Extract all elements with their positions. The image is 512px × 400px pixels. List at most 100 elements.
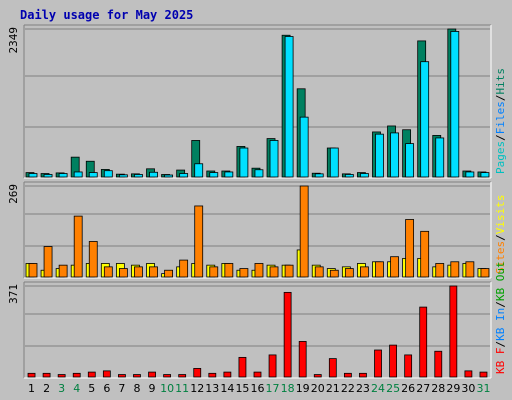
bar-middle-sites-day-30	[465, 261, 475, 278]
bar-top-files-day-25	[390, 132, 399, 178]
x-tick-label-day-11: 11	[175, 382, 189, 395]
bar-bottom-kb-f-day-6	[102, 370, 111, 378]
bar-bottom-kb-f-day-4	[72, 372, 81, 378]
bar-bottom-kb-f-day-31	[479, 371, 488, 378]
panel-bottom-background	[24, 282, 491, 378]
bar-bottom-kb-f-day-20	[313, 374, 322, 378]
bar-top-files-day-4	[73, 171, 83, 178]
bar-bottom-kb-f-day-28	[434, 350, 443, 378]
panel-middle-legend: Sites/Visits	[494, 195, 507, 275]
bar-middle-sites-day-22	[344, 268, 354, 278]
bar-top-files-day-2	[43, 174, 53, 178]
x-tick-label-day-30: 30	[461, 382, 475, 395]
bar-top-files-day-8	[134, 174, 143, 178]
bar-bottom-kb-f-day-9	[148, 371, 156, 378]
x-tick-label-day-17: 17	[266, 382, 280, 395]
bar-top-files-day-9	[149, 171, 158, 178]
bar-top-files-day-16	[254, 169, 264, 178]
bar-middle-sites-day-26	[405, 219, 415, 278]
bar-bottom-kb-f-day-2	[42, 372, 51, 378]
bar-top-files-day-26	[405, 143, 415, 178]
x-tick-label-day-16: 16	[251, 382, 265, 395]
x-tick-label-day-7: 7	[118, 382, 125, 395]
x-tick-label-day-19: 19	[296, 382, 310, 395]
bar-bottom-kb-f-day-12	[193, 368, 202, 378]
bar-middle-sites-day-13	[209, 266, 219, 278]
chart-title: Daily usage for May 2025	[20, 8, 193, 22]
panel-top-legend-part: /	[494, 95, 507, 102]
panel-middle: 269 Sites/Visits	[7, 181, 507, 279]
panel-middle-legend-part: Sites	[494, 241, 507, 274]
bar-top-files-day-6	[103, 170, 113, 178]
bar-middle-sites-day-14	[224, 263, 234, 278]
bar-middle-sites-day-10	[164, 269, 173, 278]
bar-top-files-day-7	[118, 174, 128, 178]
bar-top-files-day-20	[314, 173, 324, 178]
bar-top-files-day-31	[480, 172, 490, 178]
panel-bottom-legend: KB F/KB In/KB Out	[494, 261, 507, 374]
x-tick-label-day-2: 2	[43, 382, 50, 395]
bar-top-files-day-17	[269, 140, 279, 178]
bar-middle-sites-day-12	[194, 205, 204, 278]
x-tick-label-day-13: 13	[205, 382, 219, 395]
bar-middle-sites-day-11	[179, 259, 189, 278]
panel-middle-max-label: 269	[7, 184, 20, 204]
x-tick-label-day-4: 4	[73, 382, 80, 395]
bar-middle-sites-day-16	[254, 263, 264, 278]
x-tick-label-day-10: 10	[160, 382, 174, 395]
x-tick-label-day-14: 14	[220, 382, 234, 395]
bar-bottom-kb-f-day-27	[419, 306, 428, 378]
x-tick-label-day-5: 5	[88, 382, 95, 395]
x-tick-label-day-22: 22	[341, 382, 355, 395]
panel-top-max-label: 2349	[7, 27, 20, 54]
bar-middle-sites-day-21	[329, 269, 339, 278]
bar-bottom-kb-f-day-10	[163, 374, 172, 378]
bar-middle-sites-day-31	[480, 268, 490, 278]
bar-bottom-kb-f-day-21	[328, 358, 337, 378]
bar-bottom-kb-f-day-26	[404, 354, 413, 378]
bar-bottom-kb-f-day-7	[118, 374, 126, 378]
x-tick-label-day-15: 15	[235, 382, 249, 395]
bar-top-files-day-22	[344, 174, 354, 178]
bar-bottom-kb-f-day-14	[223, 371, 232, 378]
bar-bottom-kb-f-day-19	[298, 341, 307, 378]
x-tick-label-day-23: 23	[356, 382, 370, 395]
bar-top-files-day-29	[450, 31, 460, 178]
bar-bottom-kb-f-day-8	[133, 374, 141, 378]
x-tick-label-day-8: 8	[133, 382, 140, 395]
panel-bottom-legend-part: KB F	[494, 348, 507, 375]
x-tick-label-day-20: 20	[311, 382, 325, 395]
bar-bottom-kb-f-day-5	[87, 371, 96, 378]
x-tick-label-day-21: 21	[326, 382, 340, 395]
bar-middle-sites-day-18	[284, 264, 294, 278]
panel-bottom-legend-part: KB In	[494, 308, 507, 341]
x-tick-label-day-1: 1	[28, 382, 35, 395]
panel-top-legend-part: Pages	[494, 141, 507, 174]
bar-middle-sites-day-4	[73, 215, 83, 278]
panel-bottom-legend-part: /	[494, 301, 507, 308]
bar-middle-sites-day-28	[435, 263, 445, 278]
bar-bottom-kb-f-day-23	[359, 372, 367, 378]
bar-top-files-day-12	[194, 163, 204, 178]
x-tick-label-day-25: 25	[386, 382, 400, 395]
panel-top-legend: Pages/Files/Hits	[494, 68, 507, 174]
bar-middle-sites-day-1	[28, 263, 38, 278]
x-tick-label-day-9: 9	[149, 382, 156, 395]
bar-top-files-day-5	[88, 172, 98, 178]
bar-middle-sites-day-24	[375, 261, 384, 278]
panel-middle-legend-part: Visits	[494, 195, 507, 235]
x-tick-label-day-27: 27	[416, 382, 430, 395]
bar-middle-sites-day-25	[390, 256, 399, 278]
bar-top-files-day-24	[375, 133, 384, 178]
bar-top-files-day-19	[299, 116, 309, 178]
bar-middle-sites-day-27	[420, 230, 430, 278]
bar-top-files-day-21	[329, 147, 339, 178]
bar-top-files-day-15	[239, 147, 249, 178]
bar-middle-sites-day-17	[269, 266, 279, 278]
x-tick-label-day-24: 24	[371, 382, 385, 395]
panel-top-legend-part: /	[494, 134, 507, 141]
bar-top-files-day-28	[435, 137, 445, 178]
chart-panels: 2349Pages/Files/Hits269Sites/Visits371KB…	[7, 24, 507, 379]
